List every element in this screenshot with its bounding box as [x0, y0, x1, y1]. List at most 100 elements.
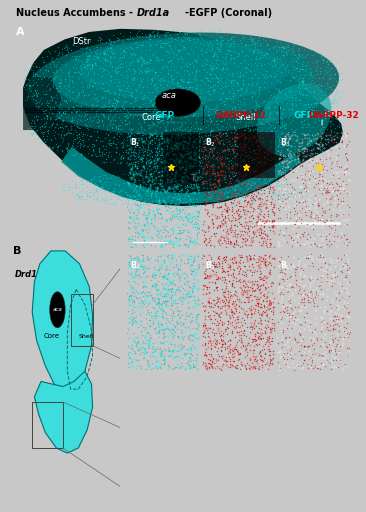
Point [321, 233, 327, 241]
Point [200, 143, 206, 151]
Point [143, 158, 149, 166]
Point [248, 193, 254, 201]
Point [117, 106, 123, 114]
Point [87, 76, 93, 84]
Point [100, 174, 106, 182]
Point [213, 299, 219, 307]
Point [309, 319, 315, 328]
Point [241, 330, 247, 338]
Point [242, 278, 248, 286]
Point [103, 155, 109, 163]
Point [189, 287, 195, 295]
Point [49, 54, 55, 62]
Point [189, 287, 195, 295]
Point [262, 327, 268, 335]
Point [135, 265, 141, 273]
Point [90, 145, 96, 153]
Point [148, 349, 154, 357]
Point [264, 262, 269, 270]
Point [320, 287, 326, 295]
Point [291, 197, 296, 205]
Point [132, 185, 138, 193]
Point [103, 196, 109, 204]
Point [173, 169, 179, 178]
Point [86, 52, 92, 60]
Point [154, 231, 160, 239]
Point [65, 179, 71, 187]
Point [93, 94, 99, 102]
Point [43, 66, 49, 74]
Point [220, 89, 226, 97]
Point [141, 344, 147, 352]
Point [326, 279, 332, 287]
Point [186, 150, 191, 158]
Point [327, 71, 333, 79]
Point [291, 281, 297, 289]
Point [260, 237, 266, 245]
Point [337, 167, 343, 175]
Point [209, 65, 215, 73]
Point [148, 181, 154, 189]
Point [254, 124, 260, 133]
Point [141, 262, 147, 270]
Point [284, 275, 290, 284]
Point [195, 186, 201, 194]
Point [343, 261, 348, 269]
Point [266, 298, 272, 307]
Point [182, 240, 188, 248]
Point [306, 354, 312, 362]
Point [153, 364, 158, 372]
Point [291, 220, 297, 228]
Point [294, 306, 300, 314]
Point [224, 188, 229, 197]
Point [234, 274, 239, 282]
Point [193, 150, 198, 158]
Point [326, 83, 332, 91]
Point [138, 198, 144, 206]
Point [298, 159, 303, 167]
Point [189, 331, 195, 339]
Point [253, 52, 258, 60]
Point [125, 200, 131, 208]
Point [28, 86, 34, 94]
Point [126, 132, 132, 140]
Point [206, 223, 212, 231]
Point [171, 238, 176, 246]
Point [207, 147, 213, 156]
Point [178, 307, 183, 315]
Point [246, 137, 251, 145]
Point [211, 242, 217, 250]
Point [142, 345, 148, 353]
Point [193, 359, 199, 368]
Point [198, 119, 203, 127]
Point [49, 144, 55, 152]
Point [188, 310, 194, 318]
Point [84, 65, 90, 73]
Point [49, 136, 55, 144]
Point [336, 200, 341, 208]
Point [271, 160, 277, 168]
Point [118, 130, 124, 138]
Point [171, 197, 176, 205]
Point [289, 282, 295, 290]
Point [123, 159, 128, 167]
Point [146, 130, 152, 138]
Point [240, 140, 246, 148]
Point [146, 232, 152, 240]
Point [223, 94, 229, 102]
Point [253, 105, 259, 114]
Point [328, 346, 333, 354]
Point [340, 268, 346, 276]
Point [193, 69, 199, 77]
Point [205, 111, 211, 119]
Point [211, 136, 217, 144]
Point [89, 101, 95, 110]
Point [343, 163, 349, 172]
Point [221, 288, 227, 296]
Point [344, 278, 350, 286]
Point [173, 161, 179, 169]
Point [343, 262, 348, 270]
Point [258, 325, 264, 333]
Point [249, 189, 255, 198]
Point [294, 344, 300, 352]
